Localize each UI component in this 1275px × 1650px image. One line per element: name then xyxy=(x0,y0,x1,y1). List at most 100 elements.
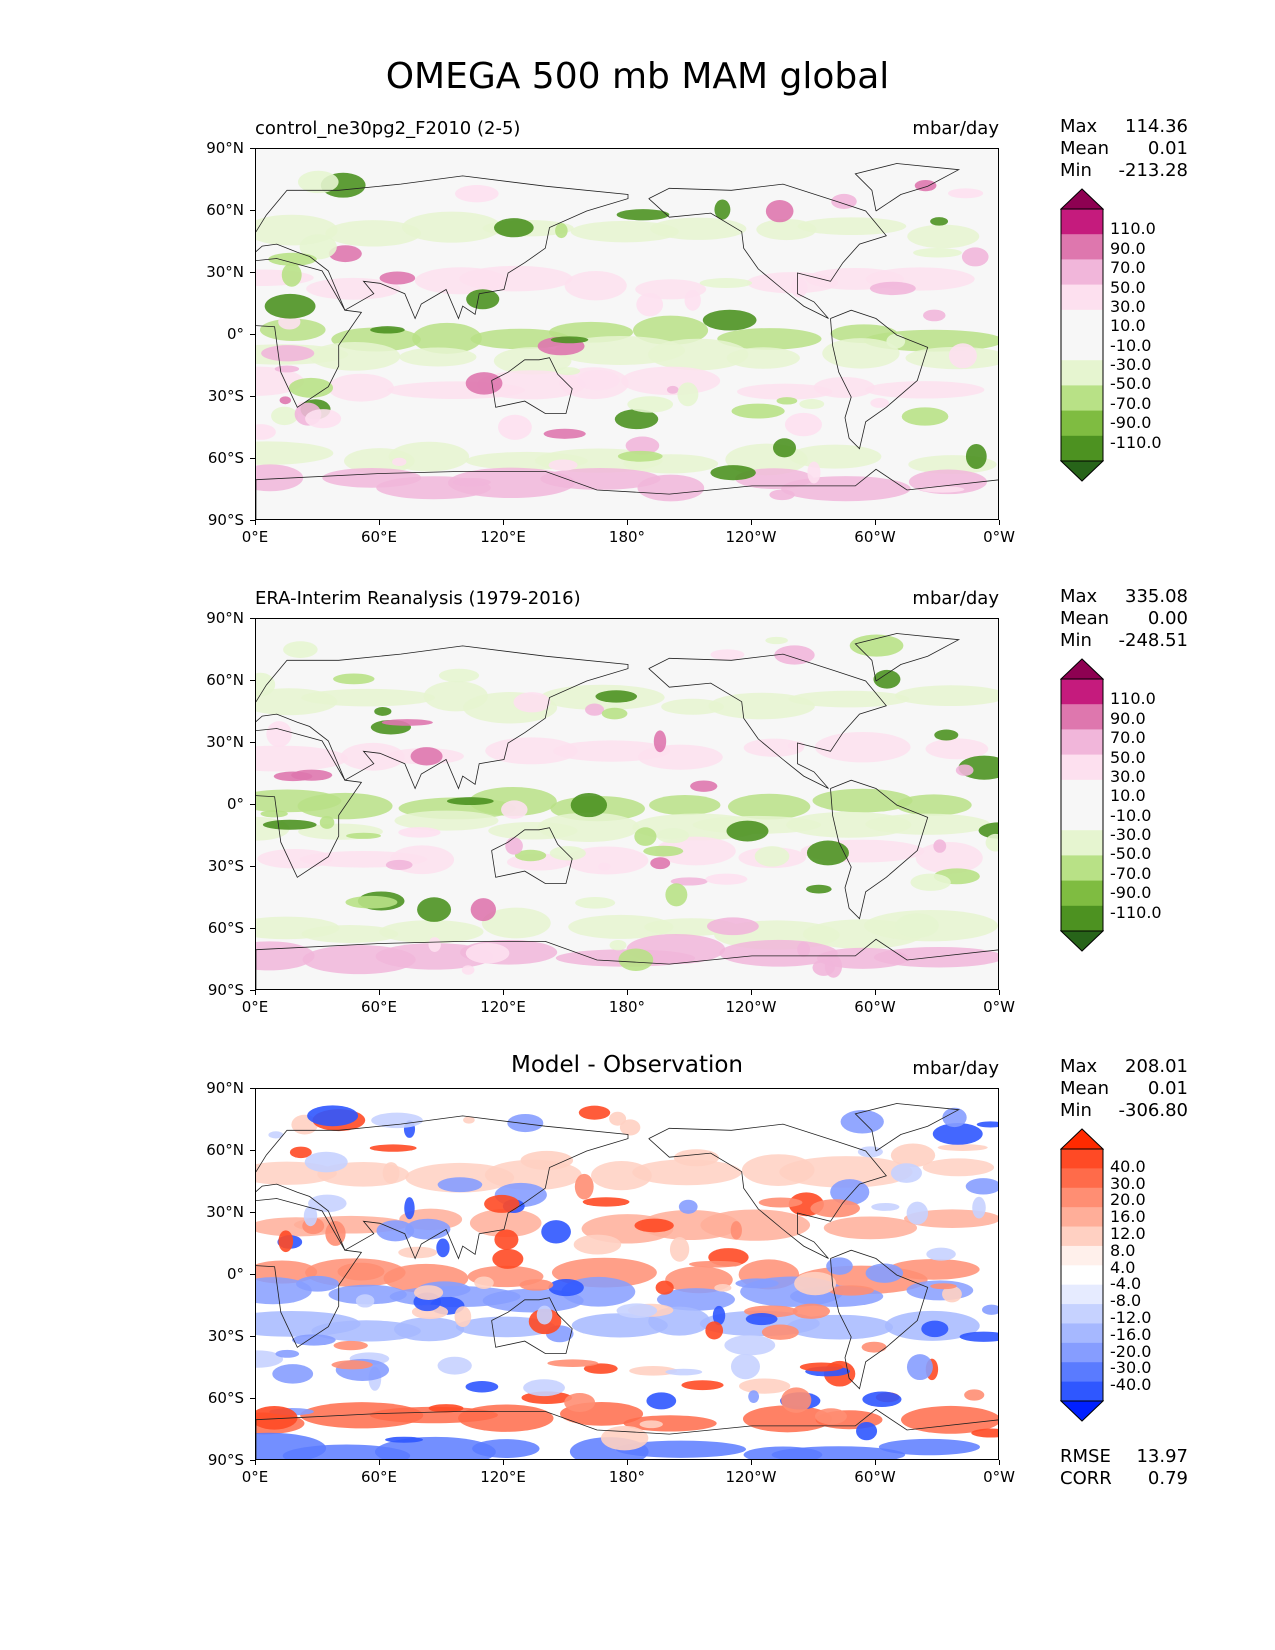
field-blob xyxy=(492,1248,524,1269)
field-blob xyxy=(699,278,753,288)
tick-mark xyxy=(250,1150,255,1151)
colorbar-segment xyxy=(1061,1149,1103,1169)
field-blob xyxy=(565,846,649,875)
coastline xyxy=(830,1249,929,1390)
field-blob xyxy=(890,1163,923,1183)
field-blob xyxy=(649,795,721,816)
colorbar-svg xyxy=(1059,188,1105,482)
colorbar-tick-label: -30.0 xyxy=(1110,825,1152,845)
lon-tick-label: 60°E xyxy=(360,528,398,546)
lon-tick-label: 0°W xyxy=(983,528,1015,546)
stats-box: Max 114.36 Mean 0.01 Min -213.28 xyxy=(1060,116,1188,182)
field-blob xyxy=(730,1353,760,1380)
colorbar-extend-max xyxy=(1059,188,1105,210)
lon-tick-label: 0°E xyxy=(241,1468,269,1486)
field-blob xyxy=(283,641,318,658)
colorbar-segment xyxy=(1061,1304,1103,1324)
stat-mean: 0.01 xyxy=(1147,138,1188,159)
lat-tick-label: 60°N xyxy=(206,671,244,689)
field-blob xyxy=(481,907,551,939)
colorbar-segment xyxy=(1061,335,1103,361)
field-blob xyxy=(788,690,910,708)
field-blob xyxy=(849,634,904,657)
field-blob xyxy=(616,209,670,221)
field-blob xyxy=(514,849,547,862)
field-blob xyxy=(564,1393,596,1412)
field-blob xyxy=(601,1425,649,1451)
coastline xyxy=(256,938,998,989)
field-blob xyxy=(665,883,688,907)
field-blob xyxy=(455,185,499,203)
field-blob xyxy=(289,1146,312,1159)
field-blob xyxy=(570,793,608,818)
field-blob xyxy=(745,1313,778,1326)
colorbar-extend-max xyxy=(1059,658,1105,680)
field-blob xyxy=(814,1408,847,1425)
colorbar-tick-label: -30.0 xyxy=(1110,355,1152,375)
field-blob xyxy=(934,729,959,741)
lat-tick-label: 60°N xyxy=(206,1141,244,1159)
field-blob xyxy=(548,1278,584,1297)
field-blob xyxy=(296,1275,340,1292)
map-plot xyxy=(255,148,999,520)
map-field-svg xyxy=(256,149,998,519)
colorbar-segment xyxy=(1061,259,1103,286)
field-blob xyxy=(392,457,407,467)
colorbar-segment xyxy=(1061,284,1103,311)
field-blob xyxy=(673,1149,719,1167)
colorbar-segment xyxy=(1061,1265,1103,1286)
field-blob xyxy=(582,1197,630,1207)
field-blob xyxy=(583,1363,618,1374)
colorbar-segment xyxy=(1061,704,1103,730)
coastline xyxy=(830,779,929,920)
panel-units: mbar/day xyxy=(912,1058,999,1079)
field-blob xyxy=(333,1340,368,1351)
colorbar-tick-label: -16.0 xyxy=(1110,1324,1152,1344)
coastline xyxy=(648,653,887,789)
coastline xyxy=(491,827,573,884)
field-blob xyxy=(279,396,291,405)
field-blob xyxy=(955,764,974,776)
field-blob xyxy=(758,1197,803,1208)
tick-mark xyxy=(999,990,1000,995)
field-blob xyxy=(291,1334,336,1346)
field-blob xyxy=(784,412,822,437)
field-blob xyxy=(507,1113,544,1133)
lat-tick-label: 30°N xyxy=(206,733,244,751)
field-blob xyxy=(548,459,578,471)
field-blob xyxy=(288,377,334,398)
stat-mean: 0.01 xyxy=(1147,1078,1188,1099)
field-blob xyxy=(264,293,316,319)
colorbar-tick-label: 30.0 xyxy=(1110,296,1146,316)
lon-tick-label: 0°W xyxy=(983,1468,1015,1486)
field-blob xyxy=(632,1159,742,1186)
field-blob xyxy=(446,797,494,806)
coastline xyxy=(256,645,629,790)
field-blob xyxy=(776,397,798,405)
tick-mark xyxy=(255,520,256,525)
field-blob xyxy=(856,1421,878,1441)
colorbar-tick-label: 12.0 xyxy=(1110,1224,1146,1243)
field-blob xyxy=(465,1381,499,1393)
field-blob xyxy=(412,322,482,354)
field-blob xyxy=(585,703,605,716)
field-blob xyxy=(933,839,947,853)
field-blob xyxy=(381,719,433,726)
field-blob xyxy=(291,769,333,781)
colorbar-tick-label: 50.0 xyxy=(1110,277,1146,297)
stat-max: 114.36 xyxy=(1125,116,1188,137)
field-blob xyxy=(794,1271,837,1296)
tick-mark xyxy=(250,210,255,211)
field-blob xyxy=(394,1317,465,1342)
tick-mark xyxy=(255,990,256,995)
field-blob xyxy=(920,486,965,493)
field-blob xyxy=(476,370,586,400)
field-blob xyxy=(700,1209,811,1241)
lon-tick-label: 180° xyxy=(608,1468,646,1486)
field-blob xyxy=(627,396,674,413)
colorbar-extend-max xyxy=(1059,1128,1105,1150)
stat-label: Mean xyxy=(1060,608,1110,629)
lat-tick-label: 60°N xyxy=(206,201,244,219)
coastline xyxy=(256,1408,998,1459)
field-blob xyxy=(404,1197,415,1220)
